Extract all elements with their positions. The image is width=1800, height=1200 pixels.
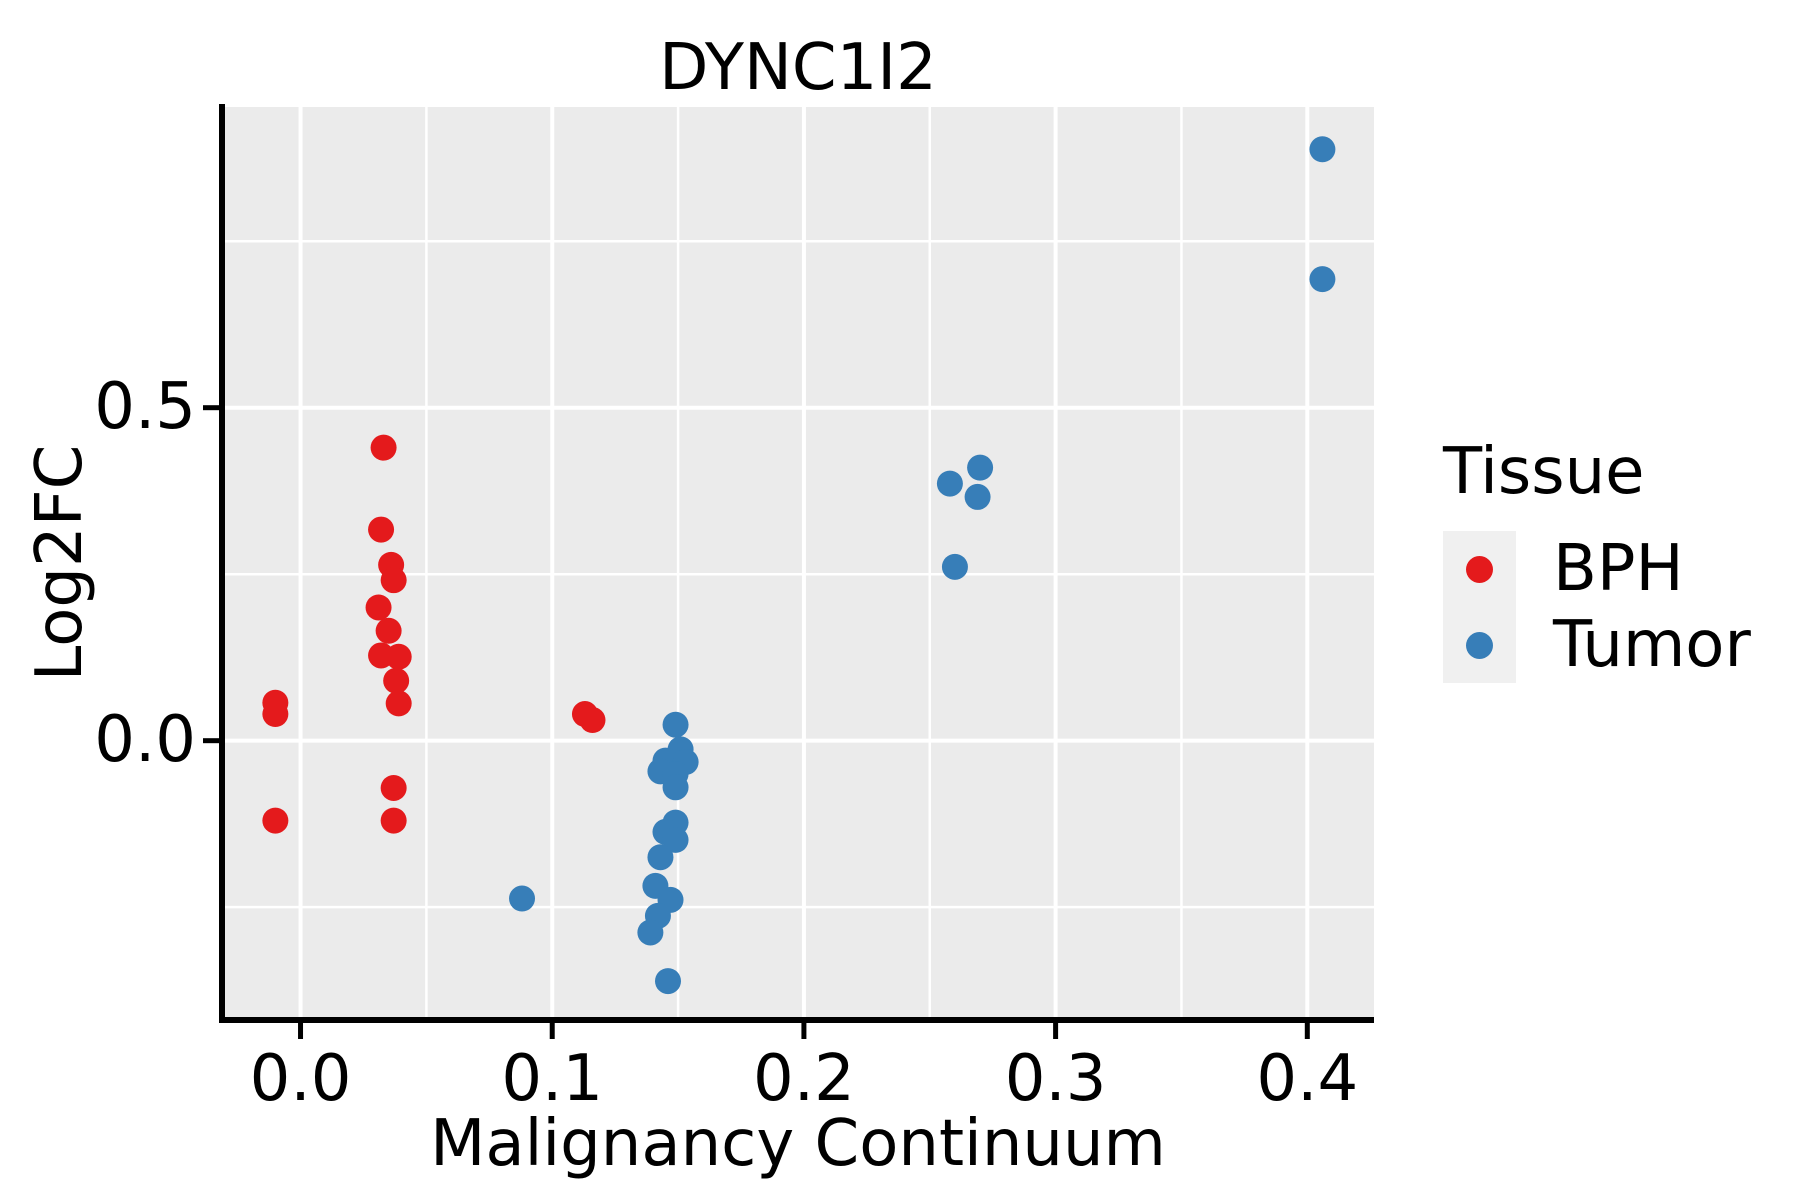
data-point-bph (368, 516, 395, 543)
legend-label-bph: BPH (1553, 532, 1684, 606)
x-axis-label: Malignancy Continuum (430, 1107, 1166, 1181)
data-point-tumor (637, 919, 664, 946)
data-point-tumor (509, 885, 536, 912)
legend: Tissue BPH Tumor (1443, 440, 1751, 683)
data-point-tumor (647, 844, 674, 871)
data-point-tumor (1309, 136, 1336, 163)
data-point-bph (365, 594, 392, 621)
chart-title: DYNC1I2 (659, 31, 937, 105)
data-point-bph (380, 567, 407, 594)
data-point-tumor (662, 774, 689, 801)
data-point-tumor (655, 968, 682, 995)
y-tick-label: 0.0 (94, 702, 196, 777)
data-point-tumor (936, 470, 963, 497)
data-point-bph (380, 807, 407, 834)
legend-item-bph: BPH (1443, 531, 1751, 607)
data-point-tumor (662, 711, 689, 738)
data-point-bph (380, 774, 407, 801)
data-point-bph (262, 701, 289, 728)
data-point-bph (383, 667, 410, 694)
data-point-tumor (964, 483, 991, 510)
x-tick-label: 0.1 (501, 1042, 604, 1116)
plot-area (203, 104, 1374, 1039)
x-tick-label: 0.3 (1004, 1042, 1107, 1116)
legend-key-bph (1443, 531, 1516, 607)
x-tick-label: 0.2 (753, 1042, 855, 1116)
data-point-bph (262, 807, 289, 834)
data-point-tumor (1309, 266, 1336, 293)
data-point-tumor (662, 826, 689, 853)
data-point-bph (370, 434, 397, 461)
y-axis-label: Log2FC (23, 444, 97, 682)
data-point-bph (385, 643, 412, 670)
x-tick-label: 0.0 (249, 1042, 352, 1116)
legend-dot-bph-icon (1466, 555, 1493, 583)
legend-title: Tissue (1443, 435, 1645, 509)
x-tick-label: 0.4 (1256, 1042, 1359, 1116)
data-point-bph (579, 707, 606, 734)
legend-dot-tumor-icon (1466, 631, 1493, 659)
data-point-bph (385, 690, 412, 717)
data-point-tumor (941, 553, 968, 580)
data-point-tumor (967, 454, 994, 481)
legend-label-tumor: Tumor (1553, 608, 1751, 682)
legend-key-tumor (1443, 607, 1516, 683)
legend-item-tumor: Tumor (1443, 607, 1751, 683)
y-tick-label: 0.5 (94, 369, 196, 444)
scatter-canvas (203, 104, 1374, 1039)
data-point-bph (375, 617, 402, 644)
